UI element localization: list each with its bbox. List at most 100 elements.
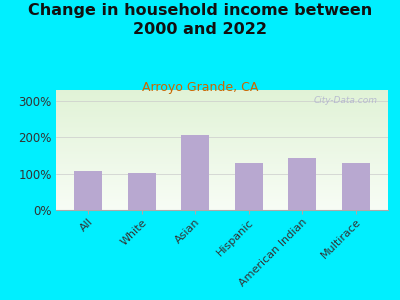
Bar	[56, 206, 388, 207]
Bar	[56, 94, 388, 95]
Bar	[56, 208, 388, 209]
Bar	[56, 151, 388, 152]
Bar	[56, 158, 388, 159]
Bar	[56, 110, 388, 111]
Bar	[56, 172, 388, 173]
Bar	[56, 129, 388, 130]
Bar	[56, 182, 388, 183]
Bar	[56, 190, 388, 191]
Bar	[56, 185, 388, 186]
Bar	[56, 96, 388, 97]
Bar	[56, 137, 388, 138]
Bar	[56, 176, 388, 177]
Bar	[56, 128, 388, 129]
Bar	[56, 205, 388, 206]
Bar	[56, 122, 388, 123]
Bar	[56, 92, 388, 93]
Bar	[56, 175, 388, 176]
Bar	[56, 112, 388, 113]
Bar	[56, 195, 388, 196]
Bar	[56, 196, 388, 197]
Bar	[56, 100, 388, 101]
Bar	[56, 188, 388, 189]
Bar	[56, 111, 388, 112]
Bar	[181, 135, 209, 210]
Bar	[56, 136, 388, 137]
Bar	[56, 147, 388, 148]
Bar	[56, 131, 388, 132]
Bar	[56, 202, 388, 203]
Bar	[56, 179, 388, 180]
Bar	[56, 91, 388, 92]
Bar	[56, 163, 388, 164]
Bar	[56, 197, 388, 198]
Bar	[56, 135, 388, 136]
Bar	[56, 204, 388, 205]
Bar	[56, 107, 388, 108]
Bar	[56, 161, 388, 162]
Bar	[128, 173, 156, 210]
Bar	[56, 98, 388, 99]
Bar	[56, 171, 388, 172]
Bar	[56, 142, 388, 143]
Bar	[56, 194, 388, 195]
Bar	[56, 139, 388, 140]
Bar	[56, 181, 388, 182]
Text: Arroyo Grande, CA: Arroyo Grande, CA	[142, 81, 258, 94]
Bar	[56, 106, 388, 107]
Bar	[56, 189, 388, 190]
Bar	[56, 156, 388, 157]
Bar	[56, 164, 388, 165]
Bar	[56, 104, 388, 105]
Bar	[235, 163, 263, 210]
Bar	[56, 140, 388, 141]
Bar	[56, 117, 388, 118]
Bar	[56, 90, 388, 91]
Bar	[56, 119, 388, 120]
Bar	[56, 153, 388, 154]
Bar	[56, 193, 388, 194]
Bar	[56, 105, 388, 106]
Bar	[56, 113, 388, 114]
Bar	[56, 116, 388, 117]
Bar	[56, 138, 388, 139]
Bar	[56, 186, 388, 187]
Bar	[56, 103, 388, 104]
Bar	[56, 95, 388, 96]
Bar	[56, 178, 388, 179]
Bar	[56, 149, 388, 150]
Bar	[56, 144, 388, 145]
Bar	[56, 102, 388, 103]
Bar	[56, 143, 388, 144]
Bar	[56, 199, 388, 200]
Bar	[56, 173, 388, 174]
Bar	[56, 97, 388, 98]
Text: City-Data.com: City-Data.com	[314, 96, 378, 105]
Bar	[56, 132, 388, 133]
Bar	[56, 167, 388, 168]
Bar	[56, 187, 388, 188]
Bar	[56, 146, 388, 147]
Bar	[56, 160, 388, 161]
Bar	[56, 130, 388, 131]
Bar	[56, 157, 388, 158]
Bar	[56, 114, 388, 115]
Bar	[56, 159, 388, 160]
Bar	[56, 191, 388, 192]
Bar	[56, 99, 388, 100]
Bar	[56, 170, 388, 171]
Bar	[56, 184, 388, 185]
Bar	[56, 127, 388, 128]
Bar	[56, 200, 388, 201]
Bar	[56, 162, 388, 163]
Bar	[56, 124, 388, 125]
Bar	[56, 174, 388, 175]
Bar	[56, 145, 388, 146]
Bar	[74, 171, 102, 210]
Bar	[56, 101, 388, 102]
Bar	[56, 126, 388, 127]
Bar	[56, 120, 388, 121]
Bar	[56, 166, 388, 167]
Bar	[56, 155, 388, 156]
Bar	[56, 203, 388, 204]
